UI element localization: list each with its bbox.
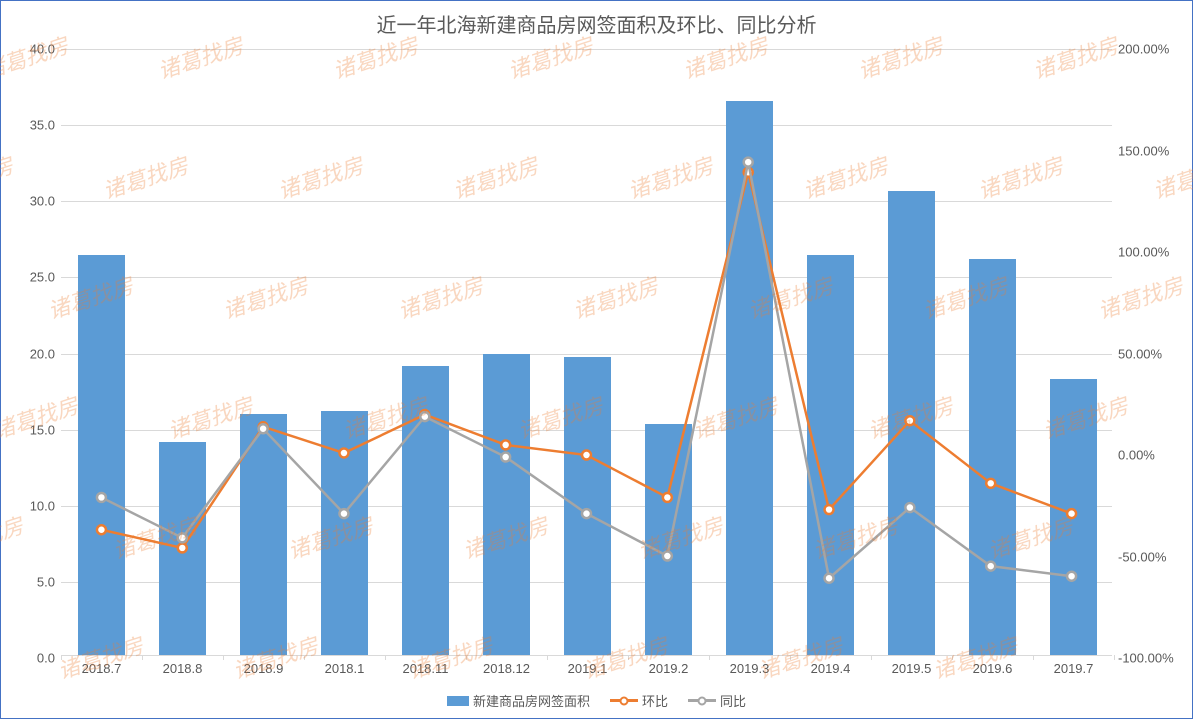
y2-axis-label: 150.00% xyxy=(1112,143,1169,158)
y2-axis-label: -50.00% xyxy=(1112,549,1166,564)
series-marker xyxy=(97,525,106,534)
legend-swatch-bar xyxy=(447,696,469,706)
y1-axis-label: 5.0 xyxy=(37,574,61,589)
series-marker xyxy=(1067,572,1076,581)
x-tick xyxy=(142,655,143,660)
y2-axis-label: 100.00% xyxy=(1112,245,1169,260)
x-tick xyxy=(871,655,872,660)
series-marker xyxy=(97,493,106,502)
y2-axis-label: 200.00% xyxy=(1112,42,1169,57)
y1-axis-label: 20.0 xyxy=(30,346,61,361)
x-axis-label: 2019.7 xyxy=(1054,655,1094,676)
series-marker xyxy=(501,453,510,462)
series-marker xyxy=(178,543,187,552)
x-tick xyxy=(1114,655,1115,660)
x-tick xyxy=(547,655,548,660)
y1-axis-label: 35.0 xyxy=(30,118,61,133)
series-marker xyxy=(420,412,429,421)
y1-axis-label: 15.0 xyxy=(30,422,61,437)
y1-axis-label: 25.0 xyxy=(30,270,61,285)
series-marker xyxy=(905,503,914,512)
watermark: 诸葛找房 xyxy=(0,148,17,206)
x-tick xyxy=(628,655,629,660)
y2-axis-label: 50.00% xyxy=(1112,346,1162,361)
x-axis-label: 2019.6 xyxy=(973,655,1013,676)
series-marker xyxy=(178,533,187,542)
plot-area: 0.05.010.015.020.025.030.035.040.0-100.0… xyxy=(61,49,1112,656)
series-marker xyxy=(905,416,914,425)
x-tick xyxy=(61,655,62,660)
series-marker xyxy=(986,562,995,571)
x-tick xyxy=(1033,655,1034,660)
series-line xyxy=(101,172,1071,548)
legend: 新建商品房网签面积 环比 同比 xyxy=(1,691,1192,710)
legend-swatch-line xyxy=(610,699,638,702)
x-tick xyxy=(385,655,386,660)
x-axis-label: 2018.12 xyxy=(483,655,530,676)
series-marker xyxy=(986,479,995,488)
series-marker xyxy=(582,509,591,518)
x-axis-label: 2019.4 xyxy=(811,655,851,676)
watermark: 诸葛找房 xyxy=(0,508,27,566)
chart-container: 近一年北海新建商品房网签面积及环比、同比分析 0.05.010.015.020.… xyxy=(0,0,1193,719)
y2-axis-label: 0.00% xyxy=(1112,448,1155,463)
y1-axis-label: 10.0 xyxy=(30,498,61,513)
x-tick xyxy=(223,655,224,660)
series-marker xyxy=(825,574,834,583)
x-axis-label: 2019.2 xyxy=(649,655,689,676)
x-axis-label: 2018.7 xyxy=(82,655,122,676)
series-marker xyxy=(582,451,591,460)
legend-item: 环比 xyxy=(610,691,668,710)
x-axis-label: 2019.1 xyxy=(568,655,608,676)
legend-item: 同比 xyxy=(688,691,746,710)
legend-label: 同比 xyxy=(720,691,746,710)
series-marker xyxy=(663,552,672,561)
x-tick xyxy=(952,655,953,660)
chart-title: 近一年北海新建商品房网签面积及环比、同比分析 xyxy=(1,9,1192,38)
line-layer xyxy=(61,49,1112,655)
x-axis-label: 2019.5 xyxy=(892,655,932,676)
x-axis-label: 2018.11 xyxy=(402,655,448,676)
x-axis-label: 2018.9 xyxy=(244,655,284,676)
y1-axis-label: 30.0 xyxy=(30,194,61,209)
series-marker xyxy=(825,505,834,514)
y1-axis-label: 0.0 xyxy=(37,651,61,666)
legend-label: 环比 xyxy=(642,691,668,710)
legend-swatch-line xyxy=(688,699,716,702)
legend-item: 新建商品房网签面积 xyxy=(447,691,590,710)
series-marker xyxy=(744,158,753,167)
series-marker xyxy=(259,424,268,433)
x-axis-label: 2018.8 xyxy=(163,655,203,676)
legend-label: 新建商品房网签面积 xyxy=(473,691,590,710)
x-tick xyxy=(790,655,791,660)
series-marker xyxy=(339,509,348,518)
x-tick xyxy=(466,655,467,660)
y2-axis-label: -100.00% xyxy=(1112,651,1174,666)
series-marker xyxy=(501,440,510,449)
series-marker xyxy=(1067,509,1076,518)
series-marker xyxy=(339,449,348,458)
x-axis-label: 2019.3 xyxy=(730,655,770,676)
x-axis-label: 2018.1 xyxy=(325,655,365,676)
x-tick xyxy=(304,655,305,660)
series-marker xyxy=(663,493,672,502)
x-tick xyxy=(709,655,710,660)
y1-axis-label: 40.0 xyxy=(30,42,61,57)
